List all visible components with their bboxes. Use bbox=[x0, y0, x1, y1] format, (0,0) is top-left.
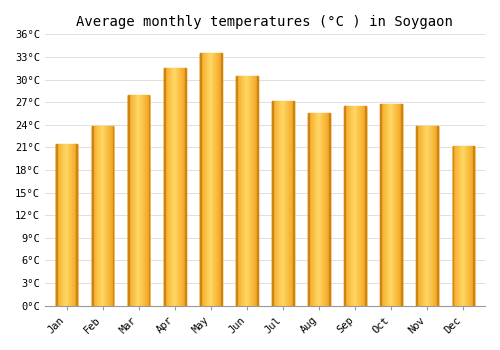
Bar bbox=[200, 53, 201, 306]
Bar bbox=[257, 76, 258, 306]
Bar bbox=[293, 101, 294, 306]
Bar bbox=[112, 126, 114, 306]
Bar bbox=[184, 68, 186, 306]
Bar bbox=[76, 144, 78, 306]
Bar bbox=[308, 113, 309, 306]
Bar bbox=[236, 76, 237, 306]
Bar bbox=[221, 53, 222, 306]
Bar bbox=[365, 106, 366, 306]
Bar bbox=[416, 126, 418, 306]
Bar bbox=[437, 126, 438, 306]
Bar bbox=[344, 106, 345, 306]
Bar bbox=[148, 94, 150, 306]
Title: Average monthly temperatures (°C ) in Soygaon: Average monthly temperatures (°C ) in So… bbox=[76, 15, 454, 29]
Bar bbox=[380, 104, 381, 306]
Bar bbox=[272, 101, 273, 306]
Bar bbox=[329, 113, 330, 306]
Bar bbox=[452, 146, 454, 306]
Bar bbox=[401, 104, 402, 306]
Bar bbox=[164, 68, 165, 306]
